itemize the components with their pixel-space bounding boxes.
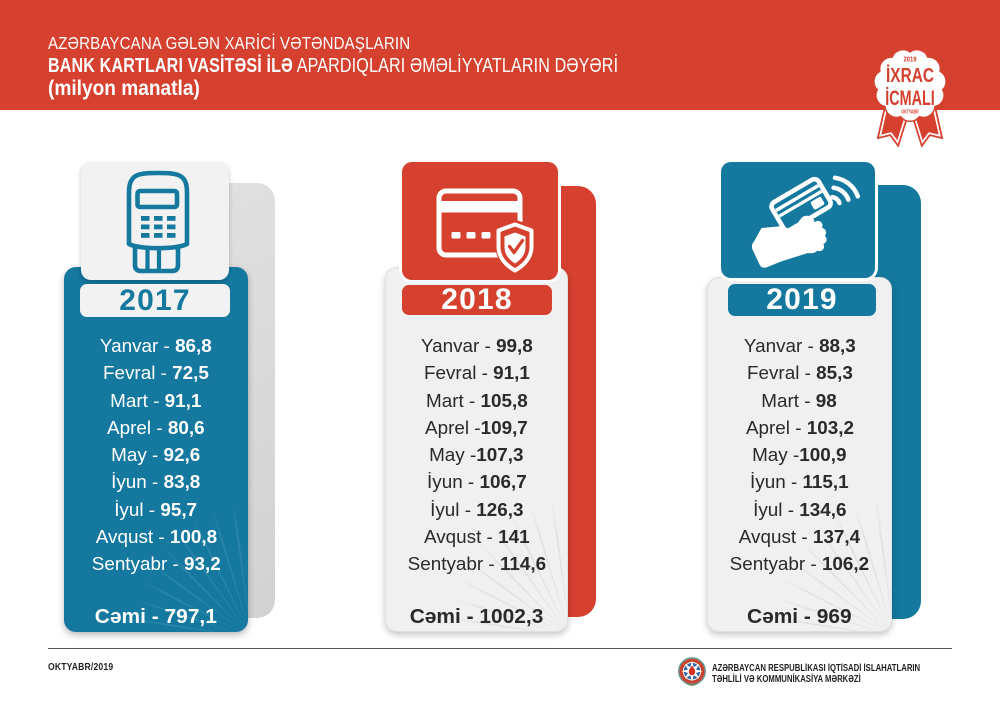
svg-text:İCMALI: İCMALI bbox=[885, 87, 935, 110]
svg-text:İXRAC: İXRAC bbox=[886, 64, 934, 87]
svg-text:2019: 2019 bbox=[904, 55, 917, 64]
svg-text:OKTYABR: OKTYABR bbox=[901, 110, 919, 116]
